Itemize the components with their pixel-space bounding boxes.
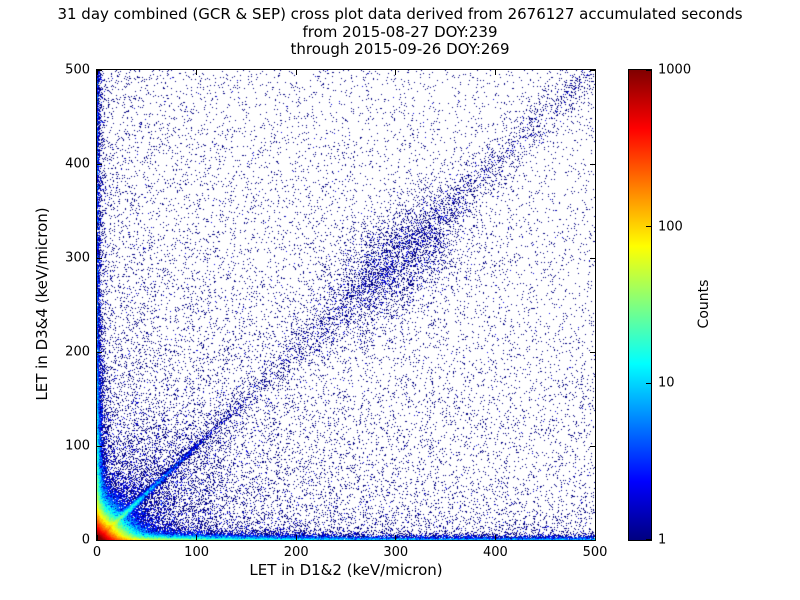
plot-area (96, 69, 596, 541)
colorbar-gradient (629, 70, 651, 540)
x-axis-label: LET in D1&2 (keV/micron) (249, 561, 443, 579)
colorbar-tick-label: 1000 (658, 62, 692, 78)
scatter-canvas (97, 70, 595, 540)
colorbar-tick-marks (629, 70, 651, 540)
colorbar-tick-mark (646, 70, 651, 71)
y-tick-label: 500 (65, 62, 90, 78)
y-tick-label: 100 (65, 438, 90, 454)
x-tick-label: 200 (283, 545, 309, 560)
colorbar-tick-label: 10 (658, 375, 675, 391)
y-axis-label: LET in D3&4 (keV/micron) (33, 207, 51, 401)
y-tick-label: 200 (65, 344, 90, 360)
colorbar-tick-mark (646, 226, 651, 228)
x-tick-label: 500 (582, 545, 608, 560)
colorbar-label: Counts (696, 279, 712, 329)
colorbar (628, 69, 652, 541)
y-tick-label: 0 (81, 532, 90, 548)
plot-subtitle-from: from 2015-08-27 DOY:239 (302, 23, 498, 41)
x-tick-label: 100 (184, 545, 210, 560)
plot-title: 31 day combined (GCR & SEP) cross plot d… (57, 5, 743, 23)
plot-subtitle-through: through 2015-09-26 DOY:269 (290, 40, 510, 58)
colorbar-tick-mark (646, 382, 651, 384)
colorbar-tick-label: 1 (658, 532, 667, 548)
x-tick-label: 400 (482, 545, 508, 560)
y-tick-label: 300 (65, 250, 90, 266)
x-tick-label: 0 (92, 545, 102, 560)
y-tick-label: 400 (65, 156, 90, 172)
x-tick-label: 300 (383, 545, 409, 560)
colorbar-tick-label: 100 (658, 219, 683, 235)
colorbar-tick-mark (646, 539, 651, 540)
